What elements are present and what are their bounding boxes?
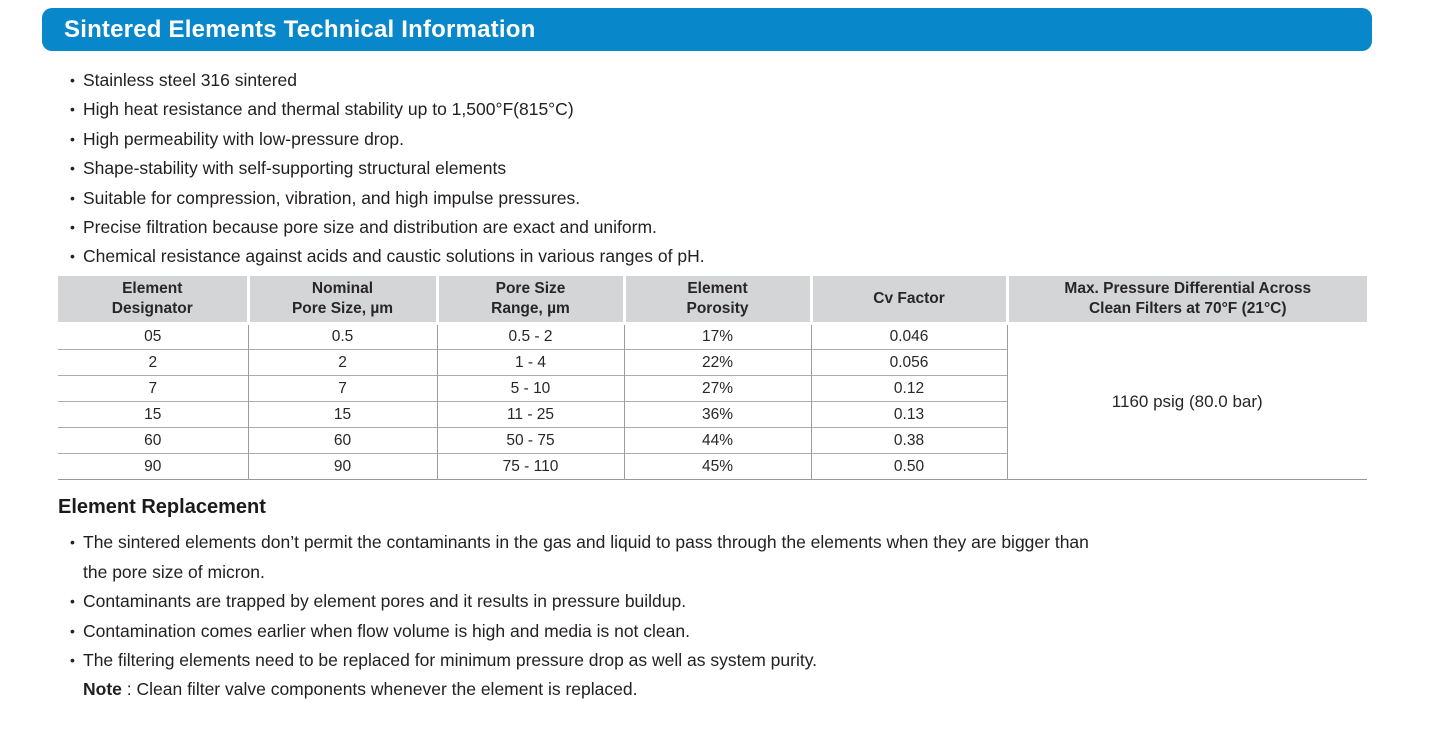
cell-nominal-pore-size: 2 bbox=[248, 349, 438, 376]
replacement-item: Contamination comes earlier when flow vo… bbox=[70, 617, 1090, 647]
note-label: Note bbox=[83, 679, 122, 700]
cell-pore-size-range: 75 - 110 bbox=[437, 453, 625, 481]
feature-item: High heat resistance and thermal stabili… bbox=[70, 95, 1436, 125]
col-header-pore-size-range: Pore Size Range, µm bbox=[437, 275, 626, 326]
table-row: 90 90 75 - 110 45% 0.50 bbox=[58, 453, 1367, 481]
cell-porosity: 22% bbox=[624, 349, 812, 376]
cell-porosity: 17% bbox=[624, 323, 812, 350]
cell-nominal-pore-size: 0.5 bbox=[248, 323, 438, 350]
specs-table: Element Designator Nominal Pore Size, µm… bbox=[58, 275, 1367, 481]
cell-porosity: 44% bbox=[624, 427, 812, 454]
cell-cv-factor: 0.12 bbox=[811, 375, 1008, 402]
cell-pore-size-range: 1 - 4 bbox=[437, 349, 625, 376]
cell-pore-size-range: 5 - 10 bbox=[437, 375, 625, 402]
col-header-cv-factor: Cv Factor bbox=[811, 275, 1009, 326]
section-header-banner: Sintered Elements Technical Information bbox=[42, 8, 1372, 51]
cell-nominal-pore-size: 7 bbox=[248, 375, 438, 402]
cell-cv-factor: 0.056 bbox=[811, 349, 1008, 376]
note-text: : Clean filter valve components whenever… bbox=[121, 679, 638, 700]
cell-designator: 90 bbox=[58, 453, 249, 481]
feature-item: Shape-stability with self-supporting str… bbox=[70, 154, 1436, 184]
cell-porosity: 45% bbox=[624, 453, 812, 481]
max-pressure-merged-cell: 1160 psig (80.0 bar) bbox=[1007, 323, 1367, 481]
cell-designator: 60 bbox=[58, 427, 249, 454]
cell-porosity: 27% bbox=[624, 375, 812, 402]
feature-item: Stainless steel 316 sintered bbox=[70, 66, 1436, 96]
replacement-list: The sintered elements don’t permit the c… bbox=[70, 528, 1090, 675]
element-replacement-heading: Element Replacement bbox=[58, 496, 266, 519]
table-row: 05 0.5 0.5 - 2 17% 0.046 1160 psig (80.0… bbox=[58, 323, 1367, 481]
col-header-element-designator: Element Designator bbox=[58, 275, 250, 326]
replacement-item: Contaminants are trapped by element pore… bbox=[70, 587, 1090, 617]
cell-pore-size-range: 0.5 - 2 bbox=[437, 323, 625, 350]
cell-pore-size-range: 50 - 75 bbox=[437, 427, 625, 454]
table-row: 2 2 1 - 4 22% 0.056 bbox=[58, 349, 1367, 376]
cell-designator: 2 bbox=[58, 349, 249, 376]
table-row: 15 15 11 - 25 36% 0.13 bbox=[58, 401, 1367, 428]
table-row: 7 7 5 - 10 27% 0.12 bbox=[58, 375, 1367, 402]
table-header-row: Element Designator Nominal Pore Size, µm… bbox=[58, 275, 1367, 326]
cell-cv-factor: 0.046 bbox=[811, 323, 1008, 350]
feature-item: High permeability with low-pressure drop… bbox=[70, 125, 1436, 155]
cell-cv-factor: 0.38 bbox=[811, 427, 1008, 454]
replacement-item: The sintered elements don’t permit the c… bbox=[70, 528, 1090, 587]
col-header-max-pressure-differential: Max. Pressure Differential Across Clean … bbox=[1007, 275, 1367, 326]
replacement-item: The filtering elements need to be replac… bbox=[70, 646, 1090, 676]
cell-porosity: 36% bbox=[624, 401, 812, 428]
col-header-element-porosity: Element Porosity bbox=[624, 275, 813, 326]
cell-pore-size-range: 11 - 25 bbox=[437, 401, 625, 428]
page-title: Sintered Elements Technical Information bbox=[64, 15, 536, 43]
table-row: 60 60 50 - 75 44% 0.38 bbox=[58, 427, 1367, 454]
cell-designator: 15 bbox=[58, 401, 249, 428]
cell-nominal-pore-size: 15 bbox=[248, 401, 438, 428]
cell-cv-factor: 0.50 bbox=[811, 453, 1008, 481]
cell-designator: 05 bbox=[58, 323, 249, 350]
cell-nominal-pore-size: 60 bbox=[248, 427, 438, 454]
feature-item: Precise filtration because pore size and… bbox=[70, 213, 1436, 243]
feature-item: Suitable for compression, vibration, and… bbox=[70, 184, 1436, 214]
col-header-nominal-pore-size: Nominal Pore Size, µm bbox=[248, 275, 439, 326]
feature-item: Chemical resistance against acids and ca… bbox=[70, 242, 1436, 272]
cell-nominal-pore-size: 90 bbox=[248, 453, 438, 481]
replacement-note: Note : Clean filter valve components whe… bbox=[83, 675, 1436, 704]
cell-cv-factor: 0.13 bbox=[811, 401, 1008, 428]
features-list: Stainless steel 316 sintered High heat r… bbox=[70, 66, 1436, 272]
cell-designator: 7 bbox=[58, 375, 249, 402]
